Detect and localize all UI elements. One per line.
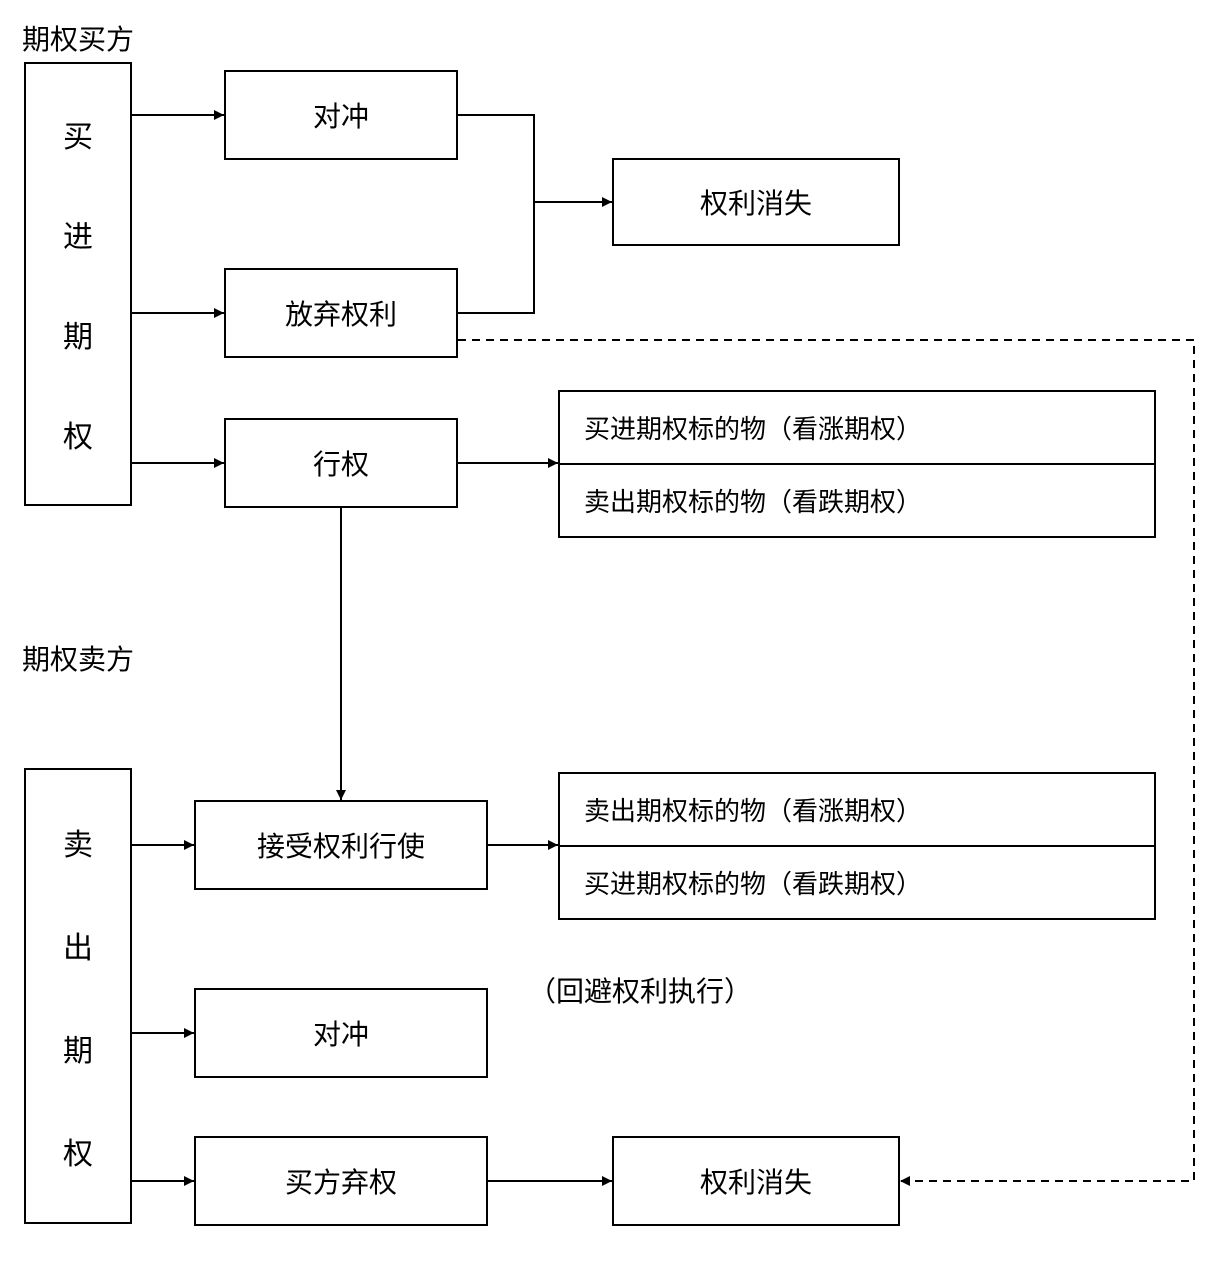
- buyer-root-char: 期: [63, 312, 93, 356]
- seller-hedge-label: 对冲: [313, 1013, 369, 1053]
- flowchart-canvas: 期权买方 期权卖方 买 进 期 权 对冲 权利消失 放弃权利 行权 买进期权标的…: [0, 0, 1222, 1286]
- seller-root-box: 卖 出 期 权: [24, 768, 132, 1224]
- seller-right-disappear-label: 权利消失: [700, 1161, 812, 1201]
- buyer-root-char: 买: [63, 112, 93, 156]
- seller-section-title: 期权卖方: [22, 638, 134, 678]
- seller-outcome-box: 卖出期权标的物（看涨期权） 买进期权标的物（看跌期权）: [558, 772, 1156, 920]
- buyer-exercise-label: 行权: [313, 443, 369, 483]
- seller-hedge-box: 对冲: [194, 988, 488, 1078]
- buyer-root-char: 进: [63, 212, 93, 256]
- buyer-root-char: 权: [63, 412, 93, 456]
- seller-root-char: 期: [63, 1026, 93, 1070]
- seller-accept-box: 接受权利行使: [194, 800, 488, 890]
- buyer-exercise-box: 行权: [224, 418, 458, 508]
- seller-root-char: 卖: [63, 820, 93, 864]
- seller-buyer-abandon-box: 买方弃权: [194, 1136, 488, 1226]
- seller-hedge-note: （回避权利执行）: [528, 970, 752, 1010]
- edge-buyer_hedge-to-buyer_right_disappear: [458, 115, 612, 202]
- buyer-hedge-label: 对冲: [313, 95, 369, 135]
- buyer-right-disappear-box: 权利消失: [612, 158, 900, 246]
- seller-root-char: 权: [63, 1129, 93, 1173]
- edge-buyer_abandon-to-buyer_right_disappear: [458, 202, 534, 313]
- buyer-root-box: 买 进 期 权: [24, 62, 132, 506]
- buyer-hedge-box: 对冲: [224, 70, 458, 160]
- seller-buyer-abandon-label: 买方弃权: [285, 1161, 397, 1201]
- arrows-layer: [0, 0, 1222, 1286]
- buyer-abandon-box: 放弃权利: [224, 268, 458, 358]
- seller-accept-label: 接受权利行使: [257, 825, 425, 865]
- buyer-outcome-put: 卖出期权标的物（看跌期权）: [560, 465, 1154, 536]
- buyer-abandon-label: 放弃权利: [285, 293, 397, 333]
- seller-outcome-put: 买进期权标的物（看跌期权）: [560, 847, 1154, 918]
- buyer-outcome-box: 买进期权标的物（看涨期权） 卖出期权标的物（看跌期权）: [558, 390, 1156, 538]
- seller-root-char: 出: [63, 923, 93, 967]
- seller-right-disappear-box: 权利消失: [612, 1136, 900, 1226]
- buyer-right-disappear-label: 权利消失: [700, 182, 812, 222]
- seller-outcome-call: 卖出期权标的物（看涨期权）: [560, 774, 1154, 847]
- buyer-section-title: 期权买方: [22, 18, 134, 58]
- buyer-outcome-call: 买进期权标的物（看涨期权）: [560, 392, 1154, 465]
